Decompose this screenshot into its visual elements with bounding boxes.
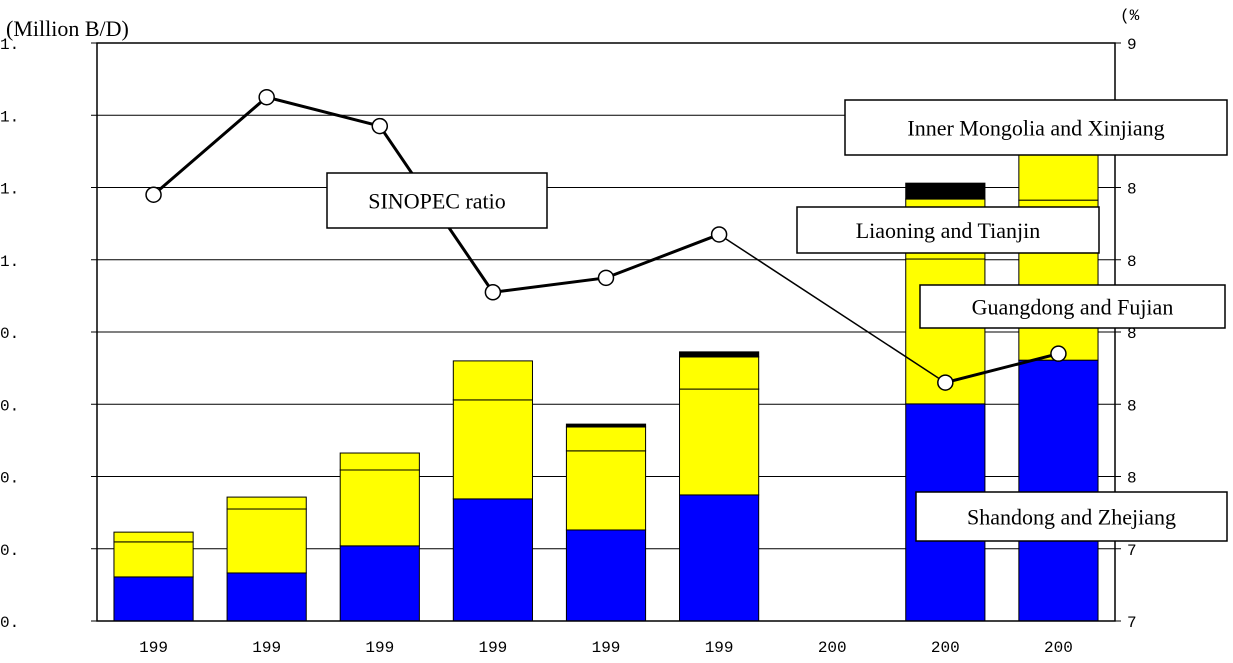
line-point <box>937 374 954 391</box>
legend-label: Guangdong and Fujian <box>972 295 1174 320</box>
y2-tick-label: 8 <box>1127 181 1137 199</box>
bar-segment <box>226 496 307 510</box>
y2-tick-label: 7 <box>1127 542 1137 560</box>
y-tick-label: 0. <box>0 325 19 343</box>
bar-segment <box>679 351 760 358</box>
y2-tick-label: 8 <box>1127 325 1137 343</box>
bar-segment <box>339 469 420 547</box>
bar-segment <box>339 452 420 471</box>
x-tick-label: 199 <box>252 639 281 657</box>
line-point <box>371 117 389 135</box>
legend-box <box>915 491 1228 542</box>
y-tick-label: 0. <box>0 470 19 488</box>
legend-label: Shandong and Zhejiang <box>967 505 1176 530</box>
line-point <box>710 226 728 243</box>
y2-axis-label: (% <box>1120 7 1140 25</box>
legend-label: SINOPEC ratio <box>368 189 506 214</box>
legend-box <box>796 206 1100 254</box>
x-tick-label: 199 <box>478 639 507 657</box>
bar-segment <box>226 572 307 622</box>
legend-label: Inner Mongolia and Xinjiang <box>907 116 1164 141</box>
bar-segment <box>113 531 194 543</box>
y2-tick-label: 8 <box>1127 253 1137 271</box>
y2-tick-label: 8 <box>1127 397 1137 415</box>
bar-segment <box>1018 359 1099 622</box>
legend-box <box>326 172 548 229</box>
x-tick-label: 200 <box>931 639 960 657</box>
y-tick-label: 1. <box>0 36 19 54</box>
line-point <box>484 284 502 301</box>
bar-segment <box>565 529 647 622</box>
legend-box <box>844 99 1228 156</box>
line-point <box>597 269 615 287</box>
y2-tick-label: 7 <box>1127 614 1137 632</box>
bar-segment <box>679 388 760 496</box>
y2-tick-label: 8 <box>1127 470 1137 488</box>
legend-box <box>919 284 1226 329</box>
bar-segment <box>565 423 647 428</box>
line-series <box>944 352 1059 385</box>
x-tick-label: 199 <box>705 639 734 657</box>
bar-segment <box>565 426 647 452</box>
gap-bridge <box>718 233 946 384</box>
bar-segment <box>113 576 194 622</box>
plot-frame <box>96 42 1116 622</box>
line-point <box>145 186 162 203</box>
y2-tick-label: 9 <box>1127 36 1137 54</box>
y-tick-label: 1. <box>0 181 19 199</box>
bar-segment <box>452 498 533 622</box>
bar-segment <box>339 545 420 622</box>
y-tick-label: 0. <box>0 614 19 632</box>
bar-segment <box>226 508 307 574</box>
bar-segment <box>679 494 760 622</box>
bar-segment <box>905 182 986 200</box>
line-point <box>1050 345 1067 362</box>
y-tick-label: 1. <box>0 108 19 126</box>
y-tick-label: 0. <box>0 397 19 415</box>
x-tick-label: 200 <box>1044 639 1073 657</box>
x-tick-label: 199 <box>365 639 394 657</box>
x-tick-label: 199 <box>592 639 621 657</box>
x-tick-label: 199 <box>139 639 168 657</box>
y-tick-label: 0. <box>0 542 19 560</box>
bar-segment <box>113 541 194 578</box>
bar-segment <box>679 356 760 390</box>
legend-label: Liaoning and Tianjin <box>856 218 1041 243</box>
y-axis-label: (Million B/D) <box>6 16 129 41</box>
bar-segment <box>452 360 533 401</box>
line-point <box>258 88 275 106</box>
x-tick-label: 200 <box>818 639 847 657</box>
bar-segment <box>452 399 533 500</box>
y-tick-label: 1. <box>0 253 19 271</box>
bar-segment <box>565 450 647 531</box>
